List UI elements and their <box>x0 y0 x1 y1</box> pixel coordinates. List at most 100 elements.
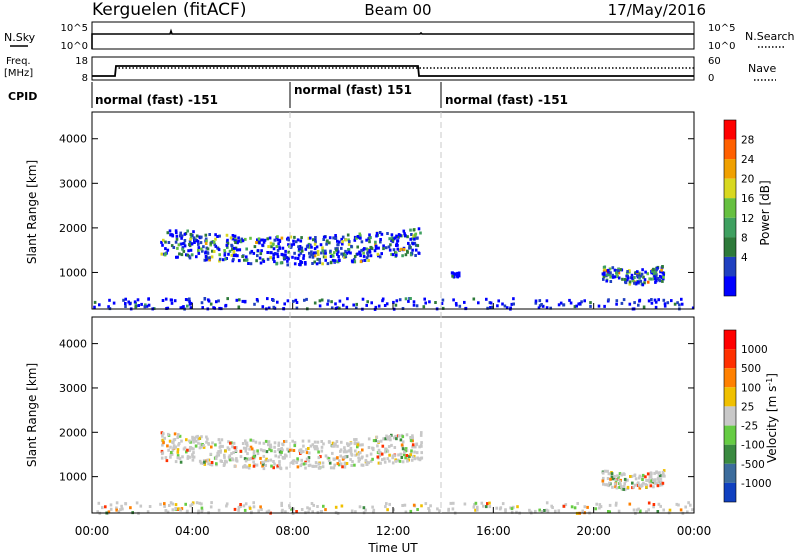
echo-cell <box>317 456 321 460</box>
echo-cell <box>344 238 348 242</box>
echo-cell <box>266 237 269 241</box>
echo-cell <box>254 440 258 444</box>
echo-cell <box>338 459 341 463</box>
echo-cell <box>660 275 663 279</box>
echo-cell <box>264 459 267 463</box>
velocity-y-axis: 1000 2000 3000 4000 <box>59 338 694 484</box>
echo-cell <box>628 280 632 284</box>
echo-cell <box>395 234 398 238</box>
cpid-segment-1: normal (fast) -151 <box>95 93 218 107</box>
echo-cell <box>224 459 227 463</box>
echo-cell <box>270 464 273 468</box>
echo-cell <box>347 242 351 246</box>
colorbar-swatch <box>724 330 736 350</box>
echo-cell <box>234 254 238 258</box>
cpid-segment-2: normal (fast) 151 <box>294 83 412 97</box>
echo-cell <box>428 300 431 304</box>
echo-cell <box>173 299 177 303</box>
echo-cell <box>355 306 358 310</box>
echo-cell <box>655 279 658 283</box>
echo-cell <box>292 242 296 246</box>
echo-cell <box>409 509 413 513</box>
echo-cell <box>234 458 238 462</box>
echo-cell <box>353 438 356 442</box>
echo-cell <box>397 434 401 438</box>
echo-cell <box>620 487 624 491</box>
echo-cell <box>632 485 635 489</box>
echo-cell <box>267 443 270 447</box>
colorbar-swatch <box>724 406 736 426</box>
echo-cell <box>205 239 208 243</box>
echo-cell <box>331 451 334 455</box>
x-tick-label: 00:00 <box>75 524 110 538</box>
echo-cell <box>673 302 677 306</box>
echo-cell <box>662 275 665 279</box>
echo-cell <box>689 503 692 507</box>
echo-cell <box>174 503 178 507</box>
echo-cell <box>369 236 372 240</box>
colorbar-swatch <box>724 159 736 179</box>
echo-cell <box>192 440 195 444</box>
echo-cell <box>610 475 614 479</box>
echo-cell <box>454 302 458 305</box>
echo-cell <box>375 231 379 235</box>
echo-cell <box>311 255 315 259</box>
echo-cell <box>418 445 421 449</box>
echo-cell <box>140 302 143 306</box>
echo-cell <box>345 450 348 454</box>
echo-cell <box>210 501 213 505</box>
echo-cell <box>93 305 96 309</box>
echo-cell <box>269 458 273 462</box>
echo-cell <box>296 238 300 242</box>
echo-cell <box>617 276 621 280</box>
echo-cell <box>287 257 290 261</box>
echo-cell <box>160 252 164 256</box>
echo-cell <box>164 247 167 251</box>
echo-cell <box>246 452 249 456</box>
echo-cell <box>317 462 321 466</box>
echo-cell <box>622 485 626 488</box>
echo-cell <box>543 509 546 512</box>
echo-cell <box>357 459 361 463</box>
echo-cell <box>332 457 336 461</box>
echo-cell <box>341 240 344 244</box>
echo-cell <box>381 299 384 303</box>
echo-cell <box>270 449 273 453</box>
echo-cell <box>292 299 295 303</box>
echo-cell <box>538 299 542 303</box>
echo-cell <box>368 250 372 254</box>
echo-cell <box>186 448 189 452</box>
echo-cell <box>412 303 416 307</box>
echo-cell <box>107 305 110 309</box>
echo-cell <box>365 256 369 260</box>
echo-cell <box>247 457 251 461</box>
echo-cell <box>648 277 651 281</box>
echo-cell <box>313 254 317 258</box>
echo-cell <box>261 460 264 464</box>
echo-cell <box>376 252 380 256</box>
echo-cell <box>276 252 279 256</box>
echo-cell <box>258 441 261 445</box>
echo-cell <box>628 269 631 273</box>
echo-cell <box>653 471 656 475</box>
echo-cell <box>634 477 638 481</box>
echo-cell <box>177 443 180 447</box>
echo-cell <box>272 299 275 302</box>
echo-cell <box>276 255 280 259</box>
echo-cell <box>205 440 208 444</box>
echo-cell <box>656 510 660 513</box>
echo-cell <box>629 475 632 478</box>
echo-cell <box>213 306 216 310</box>
echo-cell <box>262 441 266 445</box>
echo-cell <box>357 456 360 460</box>
echo-cell <box>179 242 183 246</box>
echo-cell <box>224 303 228 307</box>
echo-cell <box>355 438 358 441</box>
echo-cell <box>404 253 408 257</box>
echo-cell <box>273 445 276 449</box>
y-tick-label: 2000 <box>59 426 87 439</box>
echo-cell <box>381 297 385 301</box>
echo-cell <box>622 298 626 302</box>
echo-cell <box>411 242 415 246</box>
echo-cell <box>516 505 519 509</box>
